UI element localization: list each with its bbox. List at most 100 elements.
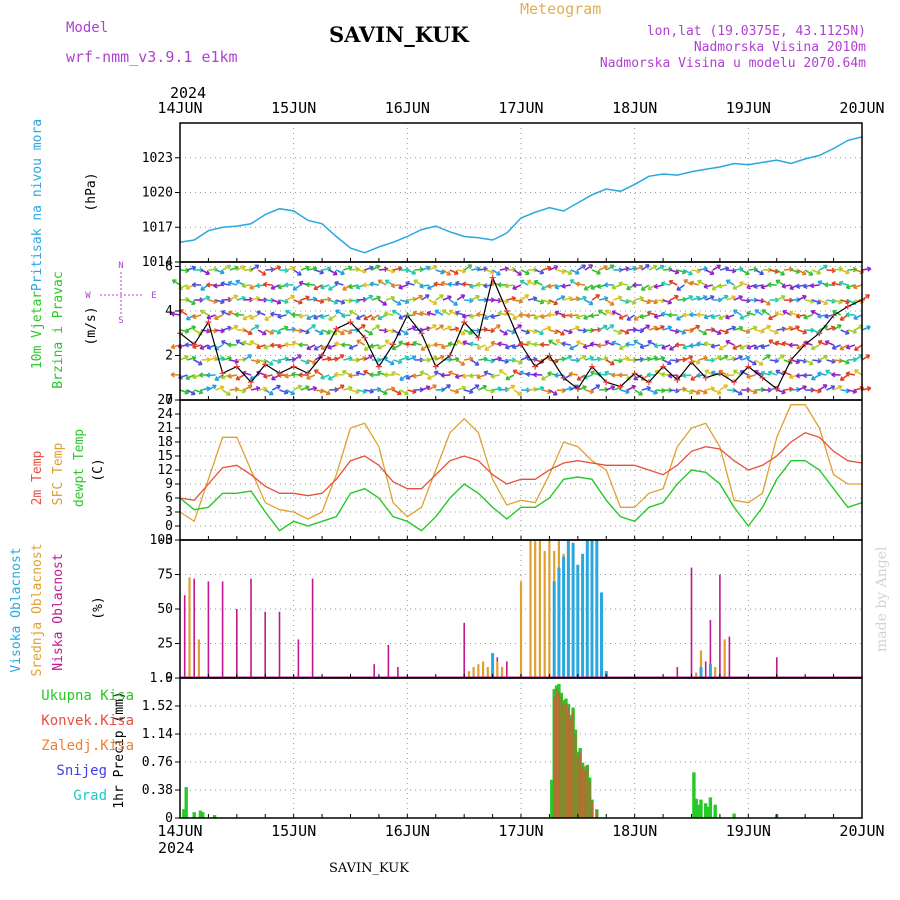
wind-arrow-head [262, 281, 268, 288]
wind-arrow-head [184, 355, 189, 360]
wind-arrow-head [568, 312, 573, 319]
wind-arrow [279, 299, 289, 303]
wind-arrow [229, 388, 239, 391]
wind-arrow-head [276, 329, 282, 335]
wind-arrow-head [810, 345, 816, 351]
wind-arrow [620, 329, 630, 334]
wind-arrow [441, 309, 451, 316]
wind-arrow [371, 324, 381, 331]
precip-bar [555, 689, 558, 818]
wind-arrow-head [376, 295, 381, 301]
wind-speed-point [361, 334, 368, 341]
wind-arrow-head [256, 344, 261, 350]
wind-arrow-head [609, 324, 615, 329]
wind-arrow [591, 294, 600, 301]
wind-speed-point [276, 370, 283, 377]
wind-arrow [689, 281, 699, 286]
wind-arrow [369, 282, 380, 286]
wind-arrow-head [276, 384, 281, 390]
wind-arrow [648, 326, 658, 331]
wind-arrow [399, 389, 409, 396]
wind-arrow-head [517, 271, 522, 276]
wind-arrow-head [355, 389, 360, 395]
wind-arrow [556, 269, 566, 273]
wind-speed-point [233, 363, 240, 370]
cloud-bar [486, 667, 489, 678]
wind-arrow-head [433, 355, 438, 361]
cloud-bar [585, 540, 589, 678]
wind-arrow [797, 269, 807, 276]
wind-arrow-head [339, 354, 345, 359]
wind-arrow [605, 385, 615, 391]
wind-arrow [328, 314, 337, 321]
wind-arrow [343, 266, 353, 271]
wind-arrow-head [824, 340, 830, 346]
wind-arrow-head [647, 339, 652, 345]
wind-arrow-head [575, 281, 580, 287]
wind-arrow [412, 374, 422, 378]
wind-arrow-head [297, 271, 302, 276]
wind-arrow [455, 311, 465, 316]
wind-arrow [356, 314, 366, 320]
wind-arrow [726, 326, 736, 331]
wind-arrow [647, 340, 657, 346]
wind-arrow-head [795, 325, 800, 331]
ytick-label: 1.14 [142, 727, 173, 742]
cloud-bar [562, 556, 566, 678]
wind-arrow-head [254, 264, 260, 270]
wind-arrow [575, 282, 586, 286]
wind-arrow [712, 355, 722, 361]
wind-arrow [328, 284, 337, 291]
wind-arrow [498, 369, 508, 376]
precip-legend-item: Konvek.Kisa [41, 713, 134, 729]
xtick-label-top: 15JUN [271, 99, 316, 117]
wind-arrow [258, 387, 268, 391]
wind-arrow-head [348, 283, 354, 290]
wind-arrow [854, 344, 863, 351]
cloud-bar [708, 664, 712, 678]
wind-arrow-head [511, 344, 517, 350]
wind-arrow-head [788, 310, 794, 317]
wind-arrow-head [454, 270, 459, 275]
wind-arrow [847, 389, 857, 393]
wind-arrow [371, 296, 381, 301]
wind-arrow-head [221, 340, 226, 345]
wind-arrow [704, 369, 714, 376]
ytick-label: 1023 [142, 151, 173, 166]
wind-arrow [768, 371, 778, 376]
wind-arrow-head [185, 284, 191, 290]
precip-bar [569, 718, 572, 818]
cloud-bar [373, 664, 375, 678]
wind-arrow [264, 359, 274, 366]
wind-arrow [456, 294, 466, 301]
wind-arrow [739, 370, 749, 376]
xtick-label-bottom: 15JUN [271, 822, 316, 840]
wind-arrow-head [653, 343, 659, 349]
wind-arrow [185, 374, 195, 380]
wind-arrow-head [760, 343, 766, 350]
cloud-bar [506, 661, 508, 678]
wind-arrow [377, 314, 387, 320]
wind-arrow [733, 355, 743, 361]
wind-arrow [832, 344, 842, 350]
wind-arrow [760, 344, 770, 349]
wind-arrow [257, 329, 267, 336]
wind-arrow [208, 268, 218, 271]
wind-arrow [839, 344, 849, 351]
wind-arrow-head [483, 370, 489, 376]
wind-arrow [556, 357, 566, 361]
wind-arrow [292, 284, 302, 291]
cloud-bar [709, 620, 712, 678]
wind-arrow [776, 354, 785, 361]
footer-station: SAVIN_KUK [329, 861, 409, 876]
wind-arrow [598, 309, 607, 316]
ytick-label: 1014 [142, 255, 173, 270]
wind-speed-point [532, 363, 539, 370]
wind-arrow [214, 314, 223, 320]
wind-arrow-head [753, 344, 759, 350]
wind-arrow [385, 269, 396, 273]
wind-arrow [263, 374, 273, 378]
wind-arrow-head [718, 315, 723, 320]
cloud-bar [723, 639, 726, 678]
temp-ylabel-2m: 2m Temp [30, 450, 45, 505]
